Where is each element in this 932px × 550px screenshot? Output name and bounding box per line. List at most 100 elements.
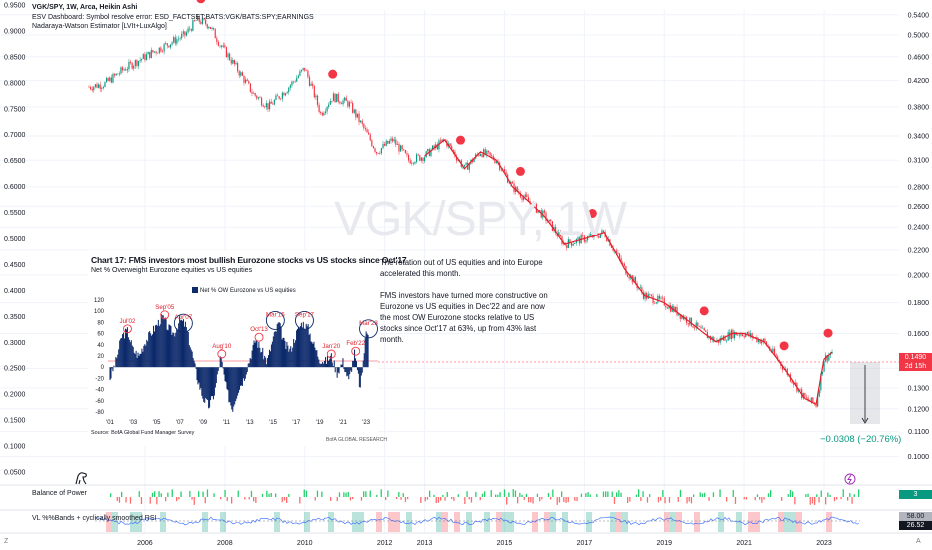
inset-bar <box>292 347 294 368</box>
inset-bar <box>197 367 199 385</box>
inset-x-tick: '01 <box>106 420 114 426</box>
inset-bar <box>230 367 232 406</box>
inset-bar <box>322 361 324 368</box>
candle-body <box>376 151 378 154</box>
bop-bar <box>376 494 378 497</box>
candle-body <box>594 231 597 233</box>
inset-bar <box>223 367 225 375</box>
dino-icon[interactable] <box>75 472 87 485</box>
inset-callout-label: Sep'17 <box>295 311 315 318</box>
inset-bar <box>355 361 358 368</box>
inset-bar <box>112 367 114 372</box>
candle-body <box>676 307 678 316</box>
inset-y-axis: 120 100 80 60 40 20 0 -20 -40 -60 -80 <box>94 298 105 416</box>
candle-body <box>690 317 693 327</box>
inset-bar <box>153 331 156 368</box>
candle-body <box>374 148 376 152</box>
bop-bar <box>792 491 794 497</box>
inset-bar <box>193 360 195 368</box>
auto-scale-tag[interactable]: A <box>916 538 921 545</box>
inset-bar <box>360 367 362 376</box>
candle-body <box>433 145 435 149</box>
candle-body <box>331 101 333 102</box>
candle-body <box>281 92 283 99</box>
bop-bar <box>110 493 112 497</box>
bop-bar <box>814 497 816 505</box>
inset-x-tick: '23 <box>362 420 370 426</box>
inset-bar <box>179 315 181 368</box>
candle-body <box>449 143 451 146</box>
inset-bar <box>306 326 308 368</box>
inset-y-tick: 80 <box>97 320 104 326</box>
bop-bar <box>638 489 640 497</box>
inset-bar <box>203 367 205 403</box>
candle-body <box>371 140 373 147</box>
candle-body <box>168 45 170 48</box>
countdown: 2d 15h <box>904 362 927 370</box>
inset-y-tick: -20 <box>95 376 104 382</box>
bop-bar <box>805 494 807 497</box>
inset-bar <box>316 350 318 368</box>
candle-body <box>310 83 312 86</box>
candle-body <box>393 139 395 142</box>
candle-body <box>737 334 739 336</box>
inset-bar <box>165 319 167 368</box>
inset-bar <box>221 361 223 368</box>
indicator-name[interactable]: Nadaraya-Watson Estimator [LVIt+LuxAlgo] <box>32 23 167 30</box>
candle-body <box>743 335 745 337</box>
bop-bar <box>565 497 567 503</box>
bop-bar <box>253 497 255 502</box>
inset-brand: BofA GLOBAL RESEARCH <box>326 437 387 443</box>
bop-label[interactable]: Balance of Power <box>32 490 87 497</box>
rsi-band <box>352 512 358 532</box>
rsi-label[interactable]: VL %%Bands + cyclically smoothed RSI <box>32 515 157 522</box>
rsi-pane <box>94 512 860 532</box>
inset-bar <box>140 353 142 368</box>
x-tick: 2021 <box>736 540 752 547</box>
candle-body <box>129 61 132 63</box>
inset-bar <box>278 322 280 368</box>
candle-body <box>785 368 787 370</box>
bop-bar <box>576 497 578 502</box>
inset-bar <box>163 319 165 368</box>
bop-bar <box>457 494 459 497</box>
bop-bar <box>231 497 233 504</box>
candle-body <box>150 50 152 58</box>
bop-bar <box>563 497 565 502</box>
inset-bar <box>190 349 192 368</box>
inset-bar <box>126 327 128 368</box>
candle-body <box>516 186 518 192</box>
rsi-band <box>670 512 676 532</box>
candle-body <box>133 65 135 69</box>
inset-bar <box>262 347 264 368</box>
inset-bar <box>319 363 321 368</box>
candle-body <box>673 306 675 312</box>
inset-bar <box>196 367 198 381</box>
inset-bar <box>109 367 111 381</box>
candle-body <box>237 63 239 72</box>
candle-body <box>324 111 327 113</box>
candle-body <box>320 111 322 114</box>
lightning-icon[interactable] <box>844 473 856 485</box>
candle-body <box>534 203 536 204</box>
symbol-title[interactable]: VGK/SPY, 1W, Arca, Heikin Ashi <box>32 4 138 11</box>
inset-bar <box>191 351 193 368</box>
bop-bar <box>701 493 704 497</box>
inset-bar <box>336 367 338 378</box>
candle-body <box>219 45 221 47</box>
rsi-band <box>622 512 628 532</box>
timezone-tag[interactable]: Z <box>4 538 9 545</box>
candle-body <box>422 157 424 162</box>
bop-bar <box>193 497 195 505</box>
candle-body <box>243 75 245 83</box>
inset-bar <box>295 340 297 368</box>
bop-bar <box>849 493 851 497</box>
candle-body <box>829 353 832 356</box>
bop-bar <box>446 492 448 497</box>
inset-callout-circle <box>351 346 361 356</box>
candle-body <box>751 333 753 338</box>
rsi-band <box>784 512 790 532</box>
candle-body <box>147 51 149 55</box>
candle-body <box>500 169 502 171</box>
